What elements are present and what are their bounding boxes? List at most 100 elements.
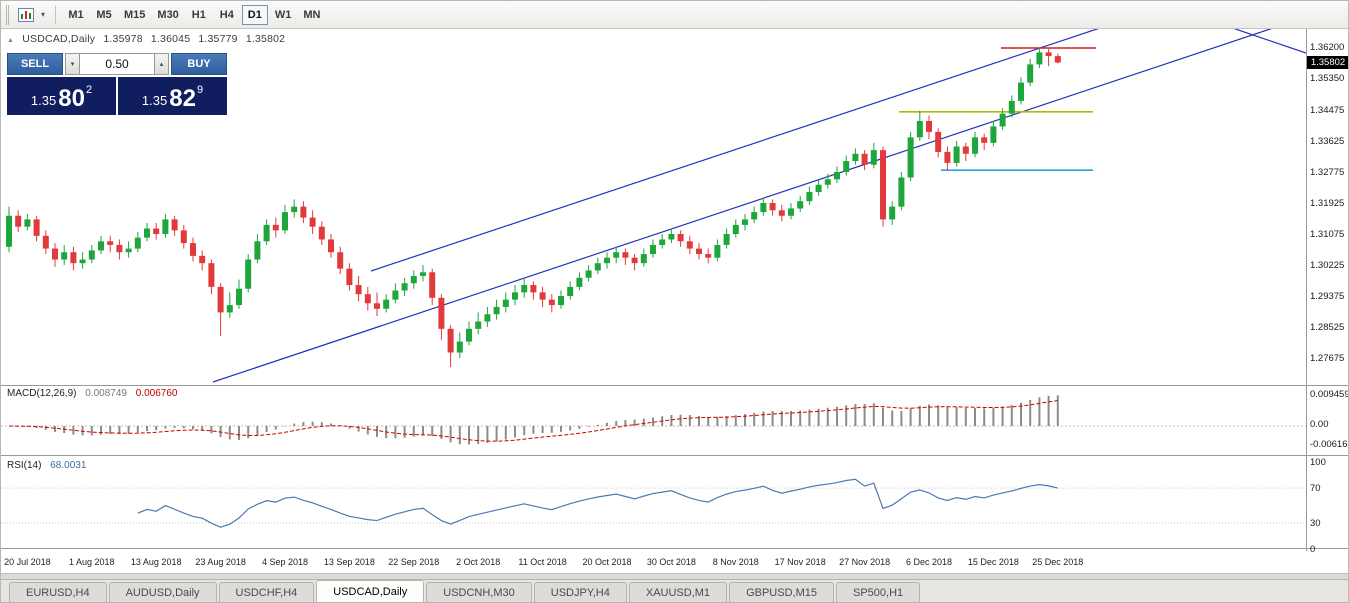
timeframe-M30[interactable]: M30 xyxy=(152,5,183,25)
candle-body xyxy=(291,206,298,213)
sell-button[interactable]: SELL xyxy=(7,53,63,75)
date-axis-label: 22 Sep 2018 xyxy=(388,557,440,567)
candle-body xyxy=(420,272,426,276)
date-axis[interactable]: 20 Jul 2018 1 Aug 2018 13 Aug 2018 23 Aug 2… xyxy=(1,551,1348,573)
chart-tab-bar: EURUSD,H4 AUDUSD,Daily USDCHF,H4 USDCAD,Dai… xyxy=(1,579,1348,602)
candle-body xyxy=(953,146,960,163)
tab-GBPUSD,M15[interactable]: GBPUSD,M15 xyxy=(729,582,834,602)
candle-body xyxy=(107,241,114,245)
date-axis-label: 25 Dec 2018 xyxy=(1032,557,1084,567)
timeframe-M5[interactable]: M5 xyxy=(91,5,117,25)
timeframe-M1[interactable]: M1 xyxy=(63,5,89,25)
buy-button[interactable]: BUY xyxy=(171,53,227,75)
candle-body xyxy=(686,241,693,249)
sell-price-display[interactable]: 1.35 80 2 xyxy=(7,77,116,115)
candle-body xyxy=(806,192,813,202)
toolbar: ▾ M1 M5 M15 M30 H1 H4 D1 W1 MN xyxy=(1,1,1348,29)
macd-main-value: 0.008749 xyxy=(85,388,127,399)
chart-type-dropdown-caret-icon[interactable]: ▾ xyxy=(37,4,49,26)
rsi-axis-label: 100 xyxy=(1310,457,1326,468)
price-chart-canvas[interactable] xyxy=(1,29,1306,384)
candle-body xyxy=(705,254,712,258)
candle-body xyxy=(650,244,656,255)
panel-splitter[interactable] xyxy=(1,573,1348,579)
candle-body xyxy=(824,179,831,185)
tab-SP500,H1[interactable]: SP500,H1 xyxy=(835,582,921,602)
candle-body xyxy=(502,299,509,307)
candle-body xyxy=(410,275,417,284)
candle-body xyxy=(438,297,445,329)
sell-price-prefix: 1.35 xyxy=(30,93,57,108)
timeframe-D1[interactable]: D1 xyxy=(241,4,268,25)
trendline[interactable] xyxy=(370,29,1181,272)
candle-body xyxy=(723,233,730,245)
candle-body xyxy=(613,252,620,258)
candle-body xyxy=(153,228,160,234)
price-axis-label: 1.36200 xyxy=(1310,42,1345,53)
candle-body xyxy=(732,224,739,234)
candle-body xyxy=(171,219,178,231)
buy-price-display[interactable]: 1.35 82 9 xyxy=(118,77,227,115)
toolbar-separator xyxy=(55,5,56,24)
date-axis-label: 13 Sep 2018 xyxy=(323,557,375,567)
macd-axis-label: 0.009459 xyxy=(1310,388,1349,400)
tab-USDCHF,H4[interactable]: USDCHF,H4 xyxy=(218,582,315,602)
candle-body xyxy=(889,206,896,220)
one-click-collapse-arrow-icon[interactable]: ▲ xyxy=(7,37,15,44)
trendline[interactable] xyxy=(212,29,1306,383)
date-axis-label: 2 Oct 2018 xyxy=(456,557,501,567)
price-axis-label: 1.29375 xyxy=(1310,290,1345,302)
macd-panel[interactable]: MACD(12,26,9) 0.008749 0.006760 xyxy=(1,385,1348,456)
rsi-panel[interactable]: RSI(14) 68.0031 xyxy=(1,458,1348,549)
candle-body xyxy=(880,150,886,220)
volume-increase-icon[interactable]: ▴ xyxy=(154,53,169,75)
candle-body xyxy=(834,171,840,180)
candle-body xyxy=(1036,52,1043,65)
date-axis-label: 6 Dec 2018 xyxy=(905,557,953,567)
timeframe-H4[interactable]: H4 xyxy=(214,5,240,25)
timeframe-M15[interactable]: M15 xyxy=(119,5,150,25)
rsi-axis-label: 70 xyxy=(1310,483,1321,495)
tab-USDCAD,Daily[interactable]: USDCAD,Daily xyxy=(316,580,425,602)
trendline[interactable] xyxy=(1159,29,1306,54)
tab-AUDUSD,Daily[interactable]: AUDUSD,Daily xyxy=(108,582,217,602)
ohlc-close: 1.35802 xyxy=(245,33,286,45)
macd-canvas xyxy=(1,395,1306,445)
timeframe-H1[interactable]: H1 xyxy=(186,5,212,25)
candle-body xyxy=(429,272,436,298)
symbol-period-label: USDCAD,Daily xyxy=(22,33,96,45)
candle-body xyxy=(24,219,31,227)
candle-body xyxy=(594,263,601,271)
date-axis-label: 11 Oct 2018 xyxy=(518,557,567,567)
timeframe-MN[interactable]: MN xyxy=(298,5,325,25)
volume-decrease-icon[interactable]: ▾ xyxy=(65,53,80,75)
date-axis-label: 23 Aug 2018 xyxy=(195,557,246,567)
price-axis-label: 1.31075 xyxy=(1310,228,1345,240)
tab-XAUUSD,M1[interactable]: XAUUSD,M1 xyxy=(628,582,728,602)
macd-signal-value: 0.006760 xyxy=(135,388,178,399)
buy-price-pips: 82 xyxy=(169,85,196,112)
date-axis-label: 17 Nov 2018 xyxy=(774,557,826,567)
candle-body xyxy=(567,286,574,296)
date-axis-label: 1 Aug 2018 xyxy=(69,557,115,567)
tab-EURUSD,H4[interactable]: EURUSD,H4 xyxy=(9,582,107,602)
candle-body xyxy=(870,150,877,165)
chart-window-icon[interactable] xyxy=(15,4,37,26)
price-axis-label: 1.35350 xyxy=(1310,72,1345,84)
tab-USDJPY,H4[interactable]: USDJPY,H4 xyxy=(533,582,627,602)
date-axis-label: 8 Nov 2018 xyxy=(712,557,759,567)
candle-body xyxy=(125,248,132,253)
ohlc-open: 1.35978 xyxy=(103,33,143,45)
candle-body xyxy=(245,259,252,289)
tab-USDCNH,M30[interactable]: USDCNH,M30 xyxy=(426,582,532,602)
rsi-label: RSI(14) 68.0031 xyxy=(7,460,92,471)
toolbar-drag-handle[interactable] xyxy=(6,4,10,25)
candle-body xyxy=(760,202,767,213)
rsi-axis-label: 30 xyxy=(1310,517,1321,529)
volume-input[interactable]: 0.50 xyxy=(80,53,154,75)
buy-price-prefix: 1.35 xyxy=(141,93,168,108)
date-axis-label: 4 Sep 2018 xyxy=(261,557,309,567)
candle-body xyxy=(815,184,822,193)
timeframe-W1[interactable]: W1 xyxy=(270,5,297,25)
